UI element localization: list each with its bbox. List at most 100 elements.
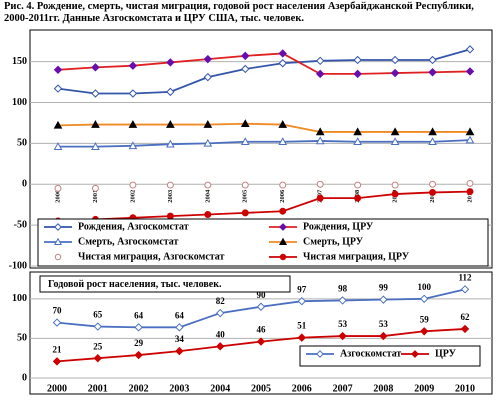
marker — [129, 181, 137, 189]
marker — [429, 188, 437, 196]
series-line — [57, 122, 470, 133]
marker — [297, 333, 307, 342]
series-line — [57, 48, 471, 95]
x-tick-label: 2004 — [204, 189, 211, 203]
marker — [466, 179, 474, 187]
marker — [315, 127, 325, 136]
value-label: 98 — [338, 283, 348, 293]
x-tick-label: 2002 — [129, 190, 136, 203]
marker — [53, 84, 63, 93]
marker — [203, 138, 213, 147]
marker — [91, 120, 100, 128]
marker — [338, 296, 347, 305]
marker — [203, 72, 213, 82]
value-label: 46 — [257, 325, 267, 335]
marker — [428, 68, 437, 77]
legend-label: Рождения, Азгоскомстат — [78, 221, 189, 232]
y-tick-label: 100 — [12, 293, 27, 304]
marker — [428, 127, 437, 136]
x-tick-label: 2009 — [414, 383, 434, 394]
marker — [53, 142, 63, 150]
value-label: 25 — [93, 341, 103, 351]
y-tick-label: 50 — [17, 138, 27, 149]
marker — [203, 54, 213, 64]
panel-frame — [29, 271, 493, 395]
chart-title: Рис. 4. Рождение, смерть, чистая миграци… — [4, 1, 474, 24]
value-label: 59 — [420, 314, 430, 324]
value-label: 100 — [417, 282, 431, 292]
marker — [279, 207, 287, 215]
marker — [279, 223, 287, 231]
marker — [166, 181, 174, 189]
marker — [278, 120, 288, 128]
marker — [91, 89, 100, 98]
marker — [53, 65, 63, 74]
marker — [315, 69, 325, 79]
value-label: 97 — [297, 284, 307, 294]
legend-label: ЦРУ — [435, 348, 457, 359]
marker — [353, 55, 362, 65]
marker — [52, 318, 62, 327]
marker — [379, 331, 388, 341]
marker — [316, 194, 324, 202]
marker — [166, 120, 175, 128]
legend-label: Чистая миграция, Азгоскомстат — [78, 251, 225, 262]
marker — [419, 327, 429, 336]
marker — [128, 61, 138, 70]
x-tick-label: 2003 — [167, 189, 174, 203]
marker — [240, 137, 250, 146]
x-tick-label: 2010 — [429, 190, 436, 203]
y-tick-label: 100 — [12, 97, 27, 108]
legend-box — [299, 345, 481, 367]
series-line — [57, 52, 471, 75]
marker — [316, 350, 324, 358]
x-tick-label: 2001 — [88, 383, 108, 394]
x-tick-label: 2002 — [129, 383, 149, 394]
marker — [166, 87, 175, 97]
marker — [256, 337, 266, 346]
x-tick-label: 2007 — [333, 383, 353, 394]
y-tick-label: 150 — [12, 56, 27, 67]
marker — [215, 308, 225, 318]
value-label: 99 — [379, 283, 389, 293]
value-label: 51 — [297, 321, 307, 331]
marker — [315, 56, 325, 66]
marker — [466, 188, 474, 196]
marker — [93, 354, 103, 363]
marker — [91, 63, 100, 72]
marker — [353, 69, 362, 79]
panel-title: Годовой рост населения, тыс. человек. — [48, 279, 222, 290]
marker — [353, 137, 362, 146]
value-label: 64 — [134, 310, 144, 320]
marker — [390, 68, 400, 78]
marker — [353, 127, 362, 136]
marker — [419, 294, 429, 304]
legend-box — [37, 218, 489, 267]
marker — [460, 324, 470, 334]
marker — [166, 212, 174, 220]
marker — [465, 67, 475, 76]
value-label: 70 — [53, 306, 63, 316]
y-tick-label: -50 — [14, 219, 27, 230]
marker — [297, 297, 307, 306]
marker — [128, 89, 138, 98]
marker — [204, 211, 212, 218]
marker — [175, 323, 184, 332]
marker — [390, 137, 400, 146]
x-tick-label: 2011 — [466, 190, 473, 203]
x-tick-label: 2001 — [92, 190, 99, 203]
marker — [215, 342, 225, 351]
legend-label: Смерть, Азгоскомстат — [78, 236, 179, 247]
marker — [429, 180, 437, 188]
marker — [354, 181, 362, 189]
marker — [411, 350, 419, 358]
marker — [241, 209, 249, 217]
value-label: 82 — [216, 296, 226, 306]
value-label: 40 — [216, 329, 226, 339]
x-tick-label: 2010 — [455, 383, 475, 394]
marker — [460, 285, 470, 294]
y-tick-label: 50 — [17, 333, 27, 344]
marker — [91, 184, 99, 192]
x-tick-label: 2008 — [373, 383, 393, 394]
marker — [134, 350, 143, 360]
